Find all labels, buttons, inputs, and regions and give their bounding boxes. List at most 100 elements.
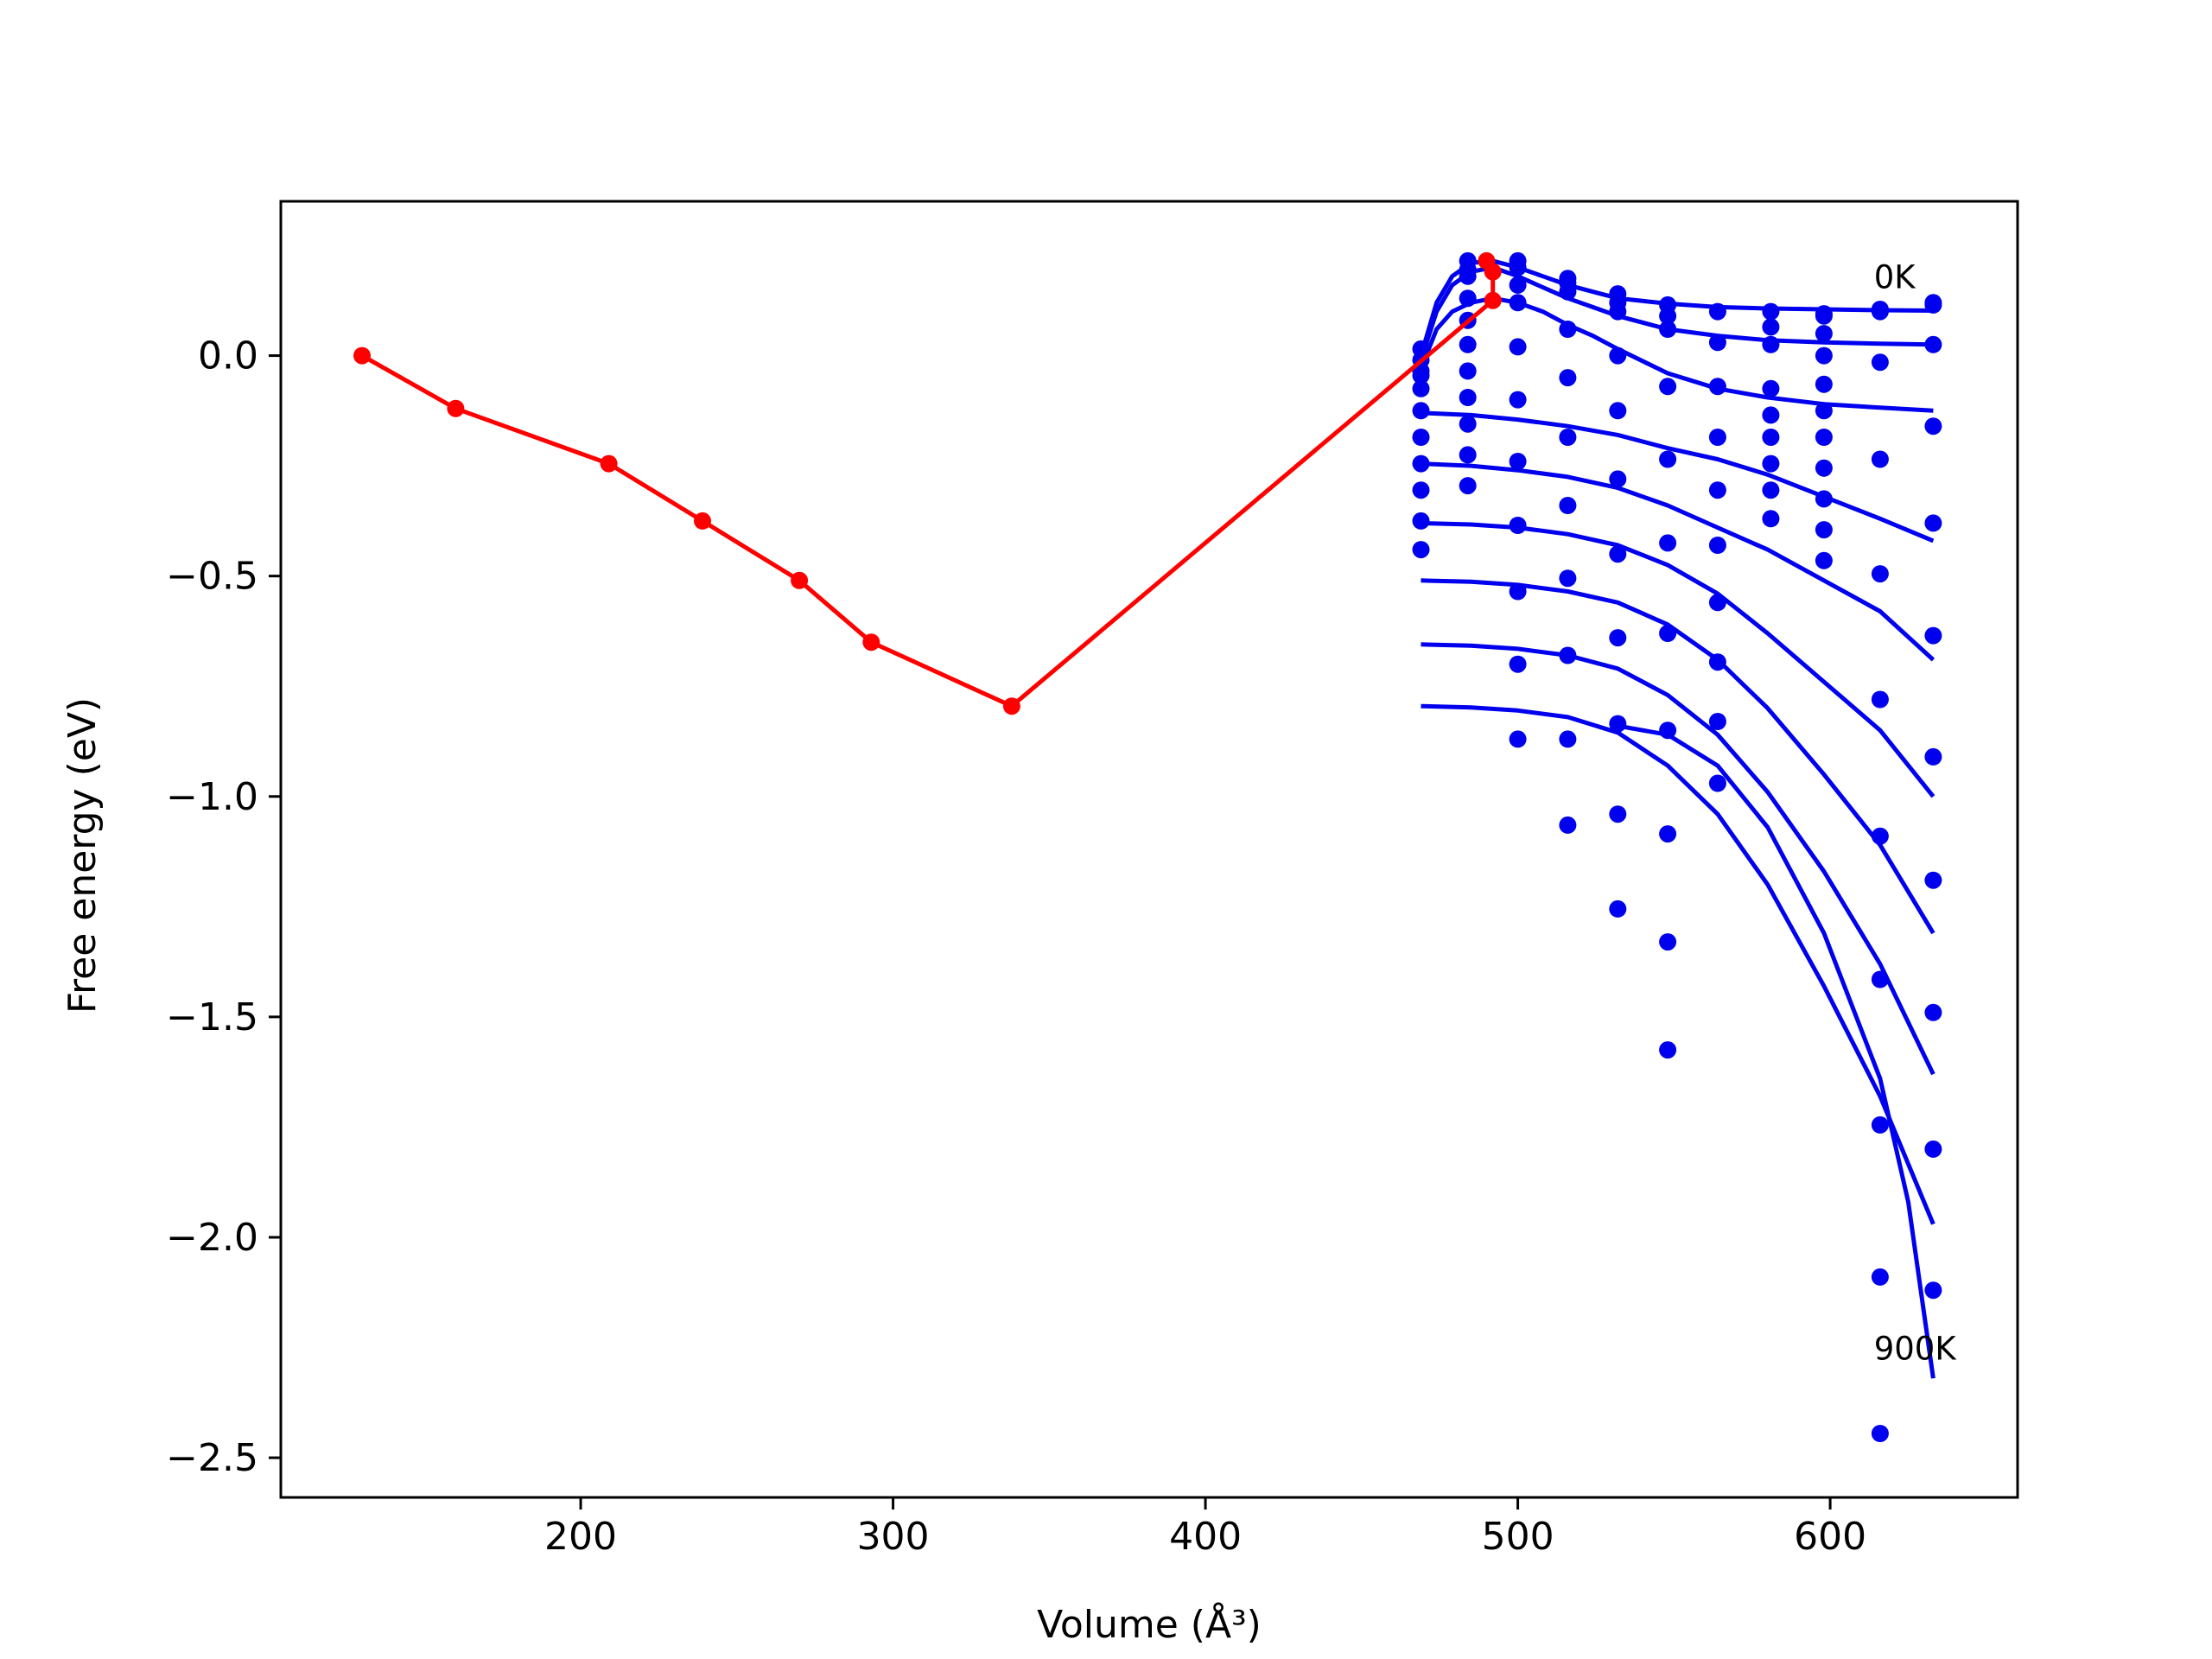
x-tick-label: 500 xyxy=(1482,1515,1554,1559)
blue-curve-4 xyxy=(1421,461,1936,662)
blue-point xyxy=(1609,302,1627,321)
blue-point xyxy=(1412,429,1430,446)
blue-point xyxy=(1924,417,1942,435)
blue-point xyxy=(1509,338,1527,356)
blue-point xyxy=(1412,512,1430,530)
blue-point xyxy=(1412,541,1430,559)
blue-point xyxy=(1459,477,1477,495)
blue-point xyxy=(1815,521,1833,539)
blue-point xyxy=(1609,629,1627,647)
blue-point xyxy=(1509,294,1527,312)
red-point xyxy=(353,346,371,365)
blue-point xyxy=(1871,1116,1889,1134)
blue-point xyxy=(1815,346,1833,365)
blue-point xyxy=(1871,827,1889,845)
blue-point xyxy=(1609,402,1627,420)
blue-point xyxy=(1659,378,1677,396)
blue-curve-1 xyxy=(1419,265,1934,361)
blue-point xyxy=(1871,970,1889,988)
red-point xyxy=(1002,697,1020,715)
blue-point xyxy=(1509,582,1527,601)
blue-point xyxy=(1659,933,1677,951)
blue-point xyxy=(1871,353,1889,372)
blue-curve-5 xyxy=(1421,520,1936,798)
blue-point xyxy=(1559,646,1577,664)
blue-point xyxy=(1762,318,1780,336)
blue-point xyxy=(1459,362,1477,380)
x-axis-label: Volume (Å³) xyxy=(1037,1601,1262,1647)
x-tick-label: 300 xyxy=(857,1515,930,1559)
blue-point xyxy=(1708,653,1726,671)
blue-point xyxy=(1559,497,1577,514)
blue-point xyxy=(1459,251,1477,270)
blue-point xyxy=(1815,402,1833,420)
blue-point xyxy=(1609,346,1627,365)
blue-point xyxy=(1412,402,1430,420)
y-tick-label: 0.0 xyxy=(198,334,258,378)
red-point xyxy=(447,399,465,417)
blue-point xyxy=(1762,481,1780,499)
x-tick-label: 200 xyxy=(544,1515,617,1559)
blue-point xyxy=(1559,283,1577,301)
blue-point xyxy=(1924,1140,1942,1158)
blue-point xyxy=(1509,655,1527,673)
blue-point xyxy=(1708,302,1726,321)
blue-point xyxy=(1609,470,1627,488)
blue-point xyxy=(1708,594,1726,612)
blue-point xyxy=(1659,307,1677,325)
annotation-0k: 0K xyxy=(1874,259,1917,296)
plot-area xyxy=(353,251,1942,1442)
blue-point xyxy=(1659,534,1677,552)
annotation-900k: 900K xyxy=(1874,1331,1958,1368)
blue-point xyxy=(1815,375,1833,393)
blue-point xyxy=(1659,450,1677,468)
blue-point xyxy=(1609,545,1627,563)
blue-point xyxy=(1708,713,1726,730)
y-tick-label: −0.5 xyxy=(166,555,258,599)
y-axis-label: Free energy (eV) xyxy=(60,697,105,1014)
blue-curve-2 xyxy=(1419,296,1934,413)
blue-point xyxy=(1871,450,1889,468)
blue-point xyxy=(1509,517,1527,534)
blue-point xyxy=(1509,258,1527,276)
blue-point xyxy=(1924,747,1942,766)
blue-point xyxy=(1659,625,1677,642)
blue-point xyxy=(1459,267,1477,285)
blue-point xyxy=(1924,514,1942,532)
blue-point xyxy=(1762,302,1780,321)
y-tick-label: −1.5 xyxy=(166,995,258,1039)
blue-point xyxy=(1708,537,1726,554)
blue-point xyxy=(1871,302,1889,321)
y-tick-label: −1.0 xyxy=(166,775,258,819)
blue-point xyxy=(1509,453,1527,470)
blue-point xyxy=(1559,816,1577,834)
blue-point xyxy=(1559,730,1577,748)
blue-point xyxy=(1762,335,1780,353)
red-series-line xyxy=(360,259,1496,709)
blue-point xyxy=(1708,481,1726,499)
blue-point xyxy=(1708,378,1726,396)
blue-point xyxy=(1762,406,1780,424)
blue-point xyxy=(1459,389,1477,406)
red-point xyxy=(1484,291,1502,309)
blue-curve-8 xyxy=(1421,703,1936,1225)
blue-point xyxy=(1924,626,1942,645)
blue-curve-6 xyxy=(1421,578,1936,935)
blue-point xyxy=(1509,391,1527,409)
blue-curve-7 xyxy=(1421,642,1936,1076)
blue-point xyxy=(1762,429,1780,446)
blue-point xyxy=(1509,730,1527,748)
axes-frame xyxy=(279,200,2019,1499)
blue-point xyxy=(1871,690,1889,709)
blue-point xyxy=(1509,276,1527,294)
blue-point xyxy=(1815,307,1833,325)
blue-point xyxy=(1559,321,1577,338)
red-point xyxy=(1478,251,1496,270)
blue-point xyxy=(1815,551,1833,569)
blue-point xyxy=(1412,379,1430,397)
blue-point xyxy=(1708,334,1726,352)
blue-point xyxy=(1871,1425,1889,1442)
blue-point xyxy=(1871,1268,1889,1286)
blue-point xyxy=(1708,429,1726,446)
